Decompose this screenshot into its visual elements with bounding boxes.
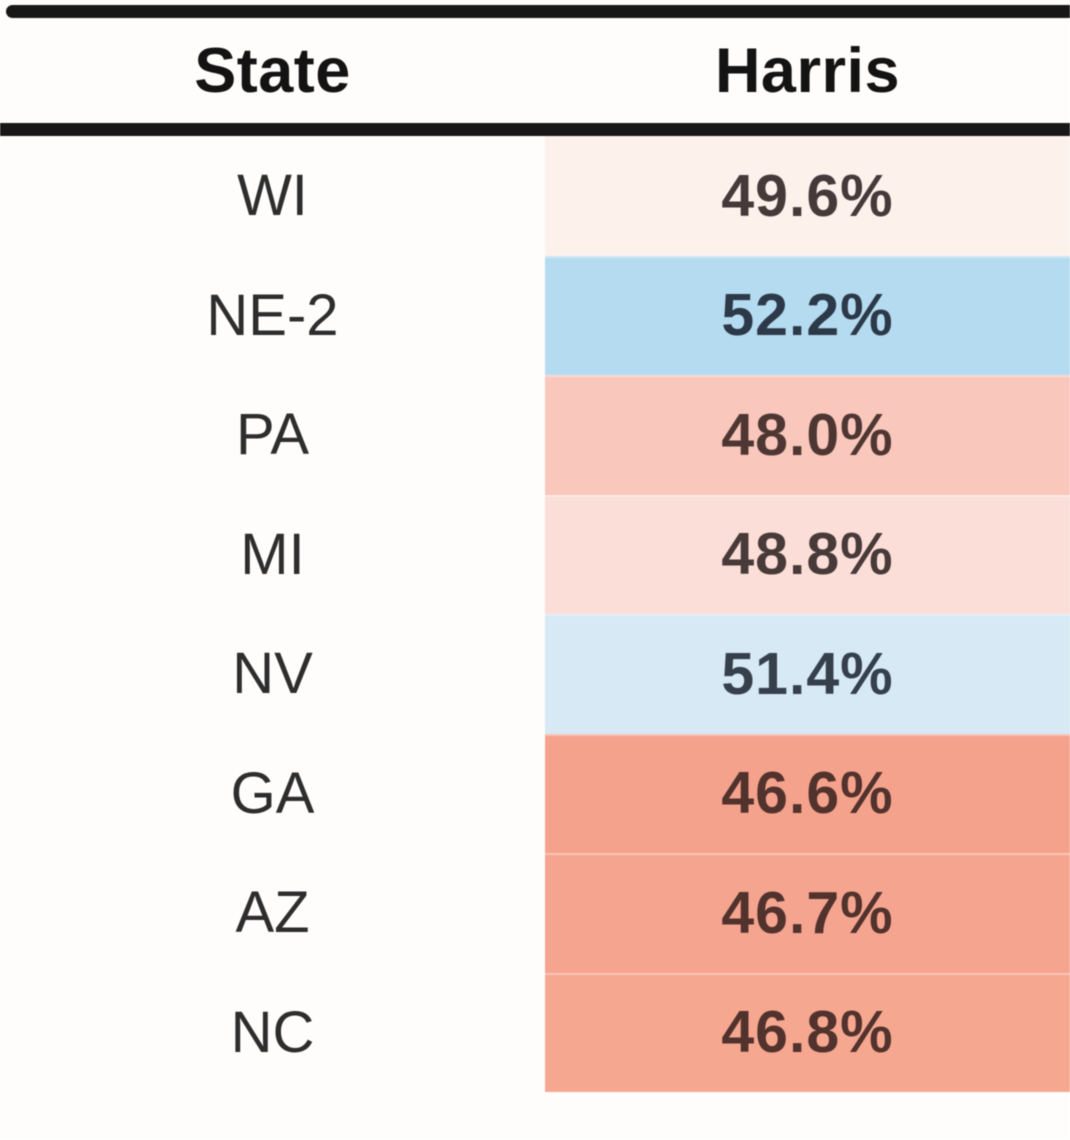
state-label: PA [235, 402, 310, 468]
state-label: AZ [235, 880, 310, 946]
table-header-row: State Harris [0, 18, 1070, 123]
table-row: GA 46.6% [0, 733, 1070, 853]
harris-value-cell: 52.2% [545, 255, 1070, 375]
harris-value-cell: 51.4% [545, 614, 1070, 734]
harris-value-cell: 46.6% [545, 733, 1070, 853]
table-row: WI 49.6% [0, 136, 1070, 256]
table-row: PA 48.0% [0, 375, 1070, 495]
table-body: WI 49.6% NE-2 52.2% PA 48.0% MI 48.8% NV [0, 136, 1070, 1092]
harris-value: 46.6% [721, 760, 894, 827]
harris-value: 48.0% [721, 401, 894, 468]
harris-value: 49.6% [721, 162, 894, 229]
state-label: NC [230, 999, 315, 1065]
state-label: MI [240, 521, 305, 587]
harris-value-cell: 48.8% [545, 494, 1070, 614]
harris-value-cell: 49.6% [545, 136, 1070, 256]
table-row: MI 48.8% [0, 494, 1070, 614]
harris-value-cell: 46.8% [545, 972, 1070, 1092]
header-underline-rule [0, 123, 1070, 136]
column-header-state: State [194, 35, 351, 106]
table-row: NV 51.4% [0, 614, 1070, 734]
state-label: WI [237, 163, 308, 229]
column-header-harris: Harris [714, 35, 901, 106]
harris-value: 48.8% [721, 521, 894, 588]
harris-value: 51.4% [721, 640, 894, 707]
top-border-rule [6, 5, 1070, 18]
harris-value-cell: 46.7% [545, 853, 1070, 973]
table-row: NC 46.8% [0, 972, 1070, 1092]
harris-value: 46.7% [721, 879, 894, 946]
table-row: AZ 46.7% [0, 853, 1070, 973]
state-label: NV [232, 641, 313, 707]
state-label: NE-2 [206, 282, 339, 348]
harris-value-cell: 48.0% [545, 375, 1070, 495]
table-row: NE-2 52.2% [0, 255, 1070, 375]
state-label: GA [230, 760, 315, 826]
harris-value: 46.8% [721, 999, 894, 1066]
harris-value: 52.2% [721, 282, 894, 349]
